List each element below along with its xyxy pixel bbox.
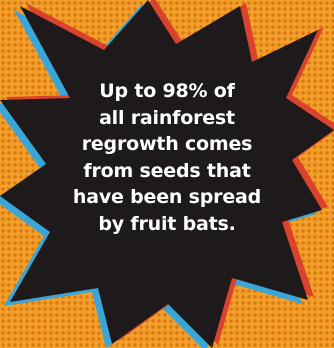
fact-text: Up to 98% of all rainforest regrowth com…	[62, 78, 272, 237]
fact-line-2: all rainforest	[99, 106, 235, 129]
fact-line-1: Up to 98% of	[99, 80, 235, 102]
fact-line-3: regrowth comes	[81, 133, 253, 155]
fact-line-4: from seeds that	[83, 159, 251, 182]
fact-line-6: by fruit bats.	[98, 212, 236, 235]
fact-line-5: have been spread	[72, 186, 262, 208]
